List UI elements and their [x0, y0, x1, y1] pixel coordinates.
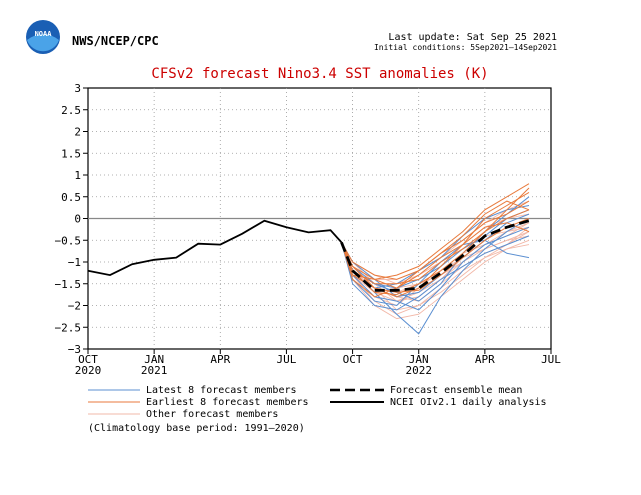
- x-tick-label: OCT: [343, 353, 363, 366]
- y-tick-label: 1.5: [61, 147, 81, 160]
- y-tick-label: 3: [74, 82, 81, 95]
- initial-conditions: Initial conditions: 5Sep2021–14Sep2021: [374, 43, 557, 52]
- y-tick-label: −1: [68, 256, 81, 269]
- x-tick-label: JUL: [541, 353, 561, 366]
- y-tick-label: 0.5: [61, 191, 81, 204]
- noaa-logo-text: NOAA: [35, 30, 53, 38]
- agency-label: NWS/NCEP/CPC: [72, 34, 159, 48]
- y-tick-label: 2: [74, 126, 81, 139]
- legend-climatology-note: (Climatology base period: 1991–2020): [88, 423, 305, 434]
- legend-latest-label: Latest 8 forecast members: [146, 385, 297, 396]
- y-axis: 32.521.510.50−0.5−1−1.5−2−2.5−3: [55, 82, 89, 356]
- y-tick-label: −2: [68, 300, 81, 313]
- x-tick-year: 2021: [141, 364, 168, 377]
- x-tick-label: APR: [475, 353, 495, 366]
- y-tick-label: −1.5: [55, 278, 82, 291]
- noaa-logo: NOAA: [26, 20, 60, 54]
- x-tick-year: 2020: [75, 364, 102, 377]
- legend-observed-label: NCEI OIv2.1 daily analysis: [390, 397, 547, 408]
- legend: Latest 8 forecast members Earliest 8 for…: [88, 385, 547, 434]
- y-tick-label: −2.5: [55, 321, 82, 334]
- y-tick-label: 1: [74, 169, 81, 182]
- legend-other-label: Other forecast members: [146, 409, 278, 420]
- y-tick-label: 0: [74, 213, 81, 226]
- chart: NOAA NWS/NCEP/CPC Last update: Sat Sep 2…: [0, 0, 641, 495]
- chart-title: CFSv2 forecast Nino3.4 SST anomalies (K): [151, 66, 488, 82]
- x-tick-label: JUL: [276, 353, 296, 366]
- x-tick-label: APR: [210, 353, 230, 366]
- legend-mean-label: Forecast ensemble mean: [390, 385, 522, 396]
- last-update: Last update: Sat Sep 25 2021: [388, 32, 557, 43]
- x-tick-year: 2022: [405, 364, 432, 377]
- y-tick-label: −0.5: [55, 234, 82, 247]
- y-tick-label: 2.5: [61, 104, 81, 117]
- legend-earliest-label: Earliest 8 forecast members: [146, 397, 309, 408]
